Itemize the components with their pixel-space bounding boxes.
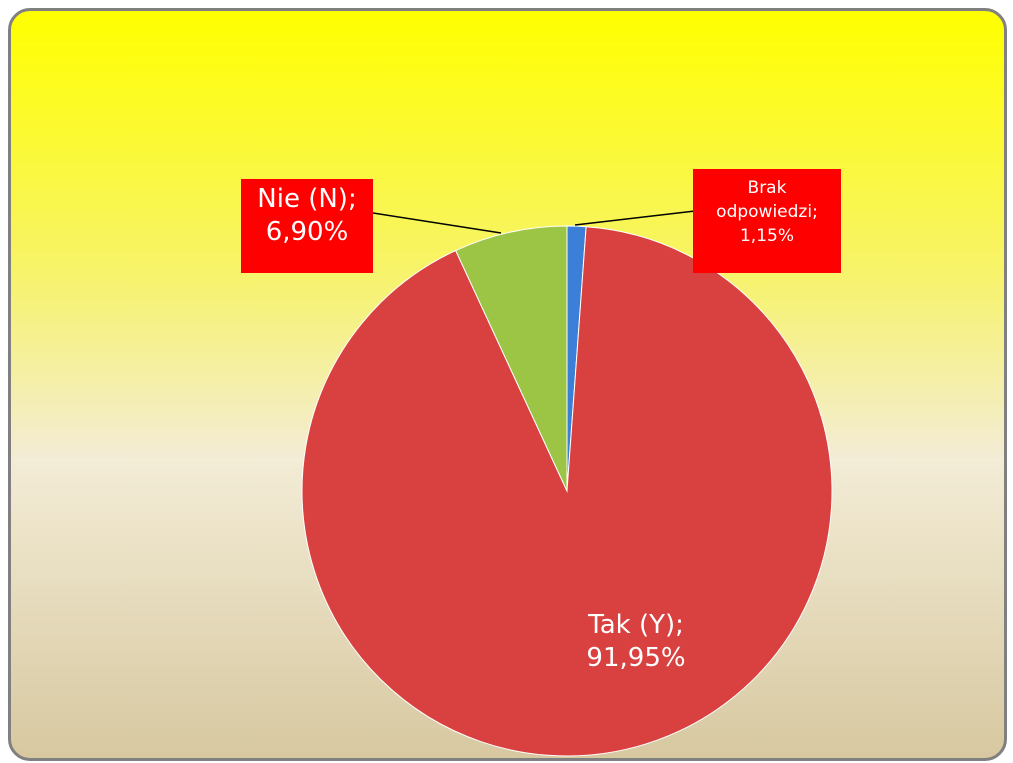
chart-area: Nie (N); 6,90% Tak (Y); 91,95% Brak odpo… bbox=[8, 8, 1007, 761]
leader-line bbox=[372, 212, 502, 234]
pie-slice bbox=[301, 226, 833, 757]
chart bbox=[301, 210, 833, 757]
data-label: Tak (Y); 91,95% bbox=[586, 610, 686, 673]
pie-slice bbox=[455, 225, 568, 492]
data-label: Brak odpowiedzi; 1,15% bbox=[693, 169, 841, 273]
leader-line bbox=[574, 210, 696, 226]
data-label: Nie (N); 6,90% bbox=[241, 179, 373, 273]
slices bbox=[301, 225, 833, 757]
